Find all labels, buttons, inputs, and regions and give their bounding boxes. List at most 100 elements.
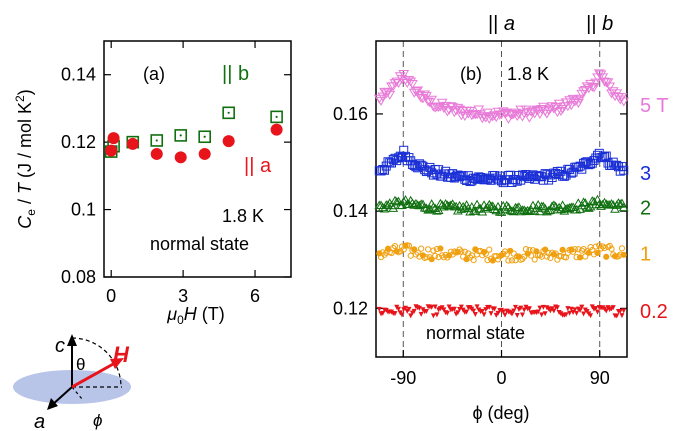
panel-b-point [378, 164, 388, 174]
panel-b-point [519, 172, 529, 182]
panel-b-point [522, 205, 533, 215]
ylabel-c: C [15, 215, 35, 229]
panel-a-ytick-label: 0.08 [61, 267, 96, 287]
panel-b-point [507, 247, 514, 254]
panel-b-point [477, 206, 488, 216]
panel-b-point [592, 243, 599, 250]
panel-b-point [542, 311, 548, 317]
panel-b-point [554, 305, 560, 311]
panel-b-point [568, 167, 578, 177]
panel-b-point [440, 199, 451, 208]
panel-b-point [585, 249, 592, 256]
panel-b-point [618, 202, 629, 212]
panel-b-point [462, 175, 472, 185]
series-b-point-dot [155, 139, 158, 142]
panel-b-point [539, 312, 545, 318]
panel-b-point [404, 153, 414, 163]
panel-b-point [565, 306, 571, 312]
panel-b-point [526, 247, 533, 254]
panel-b-point [594, 249, 601, 257]
panel-b-point [473, 105, 485, 115]
inset-theta-label: θ [76, 355, 85, 374]
panel-b-point [398, 196, 409, 206]
panel-b-point [569, 97, 581, 107]
panel-b-point [418, 245, 425, 252]
panel-b-top-label: || b [586, 13, 613, 35]
panel-b-point [543, 105, 555, 115]
panel-b-point [537, 305, 543, 311]
panel-b-point [528, 200, 538, 210]
panel-b-point [486, 304, 492, 310]
panel-b-point [491, 173, 501, 183]
inset-h-label: H [113, 342, 130, 367]
series-b-point-dot [179, 134, 182, 137]
field-arrowhead [110, 358, 124, 369]
panel-b-point [576, 254, 584, 261]
panel-b-point [573, 198, 584, 207]
panel-b-point [410, 87, 422, 97]
panel-b-point [521, 307, 527, 313]
panel-b-point [498, 178, 508, 188]
panel-b-point [479, 308, 485, 314]
panel-b-point [612, 160, 622, 170]
panel-b-point [535, 309, 541, 315]
panel-b-point [582, 253, 589, 260]
panel-b-point [395, 306, 401, 312]
panel-b-point [559, 171, 569, 181]
panel-b-point [603, 308, 609, 314]
panel-b-point [441, 307, 447, 313]
panel-b-point [399, 145, 409, 155]
panel-b-point [618, 245, 626, 252]
panel-b-point [507, 178, 517, 188]
panel-b-point [543, 253, 550, 260]
panel-b-point [388, 154, 398, 164]
panel-b-point [522, 108, 534, 118]
panel-b-series-label: 2 [640, 197, 651, 219]
panel-b-point [423, 308, 429, 314]
panel-b-point [425, 204, 435, 213]
panel-b-point [493, 201, 503, 211]
panel-b-point [472, 174, 482, 184]
panel-b-point [445, 102, 457, 112]
panel-b-point [523, 171, 533, 181]
panel-b-state: normal state [426, 323, 525, 343]
panel-b-xlabel: ϕ (deg) [472, 403, 529, 423]
panel-b-point [603, 253, 610, 260]
xlabel-sub: 0 [177, 313, 184, 327]
panel-b-point [591, 153, 601, 163]
panel-b-point [597, 245, 605, 252]
series-a-point [107, 132, 120, 145]
panel-b-point [578, 87, 589, 97]
panel-a: 0.08 0.1 0.12 0.14 0 3 6 (a) || b || a 1.8 K n… [13, 40, 292, 327]
panel-b-point [565, 101, 577, 111]
panel-a-ylabel: Ce / T (J / mol K2) [13, 89, 38, 228]
panel-b-point [418, 311, 424, 317]
panel-b-point [463, 171, 473, 181]
panel-b-point [458, 304, 464, 310]
panel-b-point [428, 170, 438, 180]
panel-b-point [488, 311, 494, 317]
panel-b-point [451, 306, 457, 312]
panel-b-point [514, 312, 520, 318]
panel-b-point [481, 312, 487, 318]
panel-b-point [538, 175, 548, 185]
ylabel-t: T [15, 181, 35, 194]
panel-b-point [414, 159, 424, 169]
panel-b-point [388, 203, 399, 212]
panel-b-point [610, 305, 616, 311]
panel-b-point [399, 312, 405, 318]
panel-b-point [599, 197, 610, 207]
panel-b-point [489, 204, 500, 214]
panel-b-ytick-label: 0.12 [333, 298, 368, 318]
panel-b-point [430, 313, 436, 319]
panel-b-point [619, 313, 625, 319]
panel-b-point [579, 304, 585, 310]
ylabel-sup: 2 [13, 95, 27, 102]
panel-b-top-label: || a [488, 13, 515, 35]
panel-b-point [578, 197, 589, 206]
panel-b-point [428, 202, 439, 211]
panel-b-point [409, 160, 419, 170]
panel-a-temperature: 1.8 K [222, 206, 264, 226]
panel-b-point [458, 171, 468, 181]
panel-b-point [411, 308, 417, 314]
